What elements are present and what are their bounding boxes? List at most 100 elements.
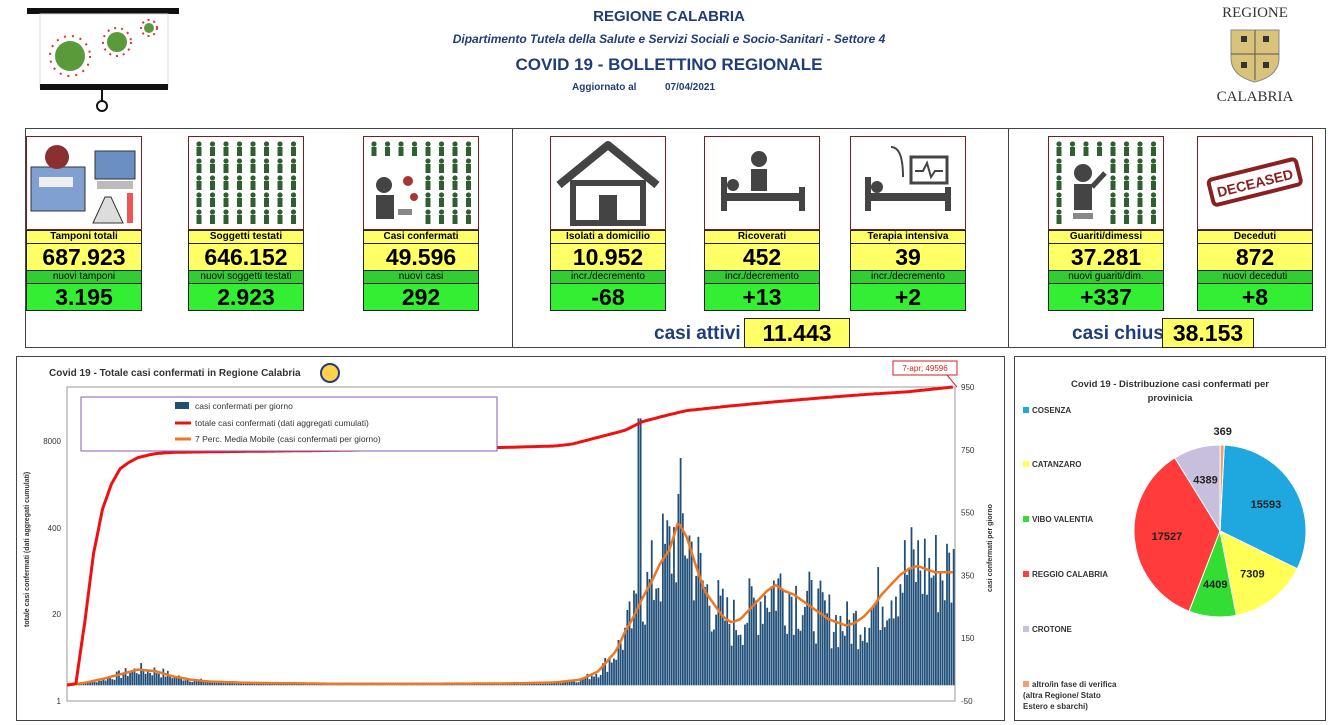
daily-bar — [866, 642, 868, 685]
daily-bar — [622, 650, 624, 686]
daily-bar — [567, 682, 569, 685]
daily-bar — [160, 677, 162, 685]
card-sub-value: +8 — [1197, 284, 1313, 311]
daily-bar — [695, 576, 697, 685]
daily-bar — [773, 581, 775, 686]
daily-bar — [722, 589, 724, 686]
person-figure — [466, 215, 471, 224]
person-figure — [210, 209, 215, 214]
person-figure — [452, 175, 457, 180]
person-figure — [237, 164, 242, 173]
person-figure — [1070, 141, 1075, 146]
daily-bar — [111, 679, 113, 685]
daily-bar — [757, 635, 759, 685]
card-sub-value: -68 — [550, 284, 666, 311]
person-figure — [196, 158, 201, 163]
pie-legend-swatch — [1023, 516, 1029, 522]
card-guariti: Guariti/dimessi 37.281 nuovi guariti/dim… — [1048, 136, 1164, 311]
card-sub-label: nuovi casi — [363, 271, 479, 284]
daily-bar — [100, 681, 102, 685]
daily-bar — [791, 597, 793, 686]
daily-bar — [822, 592, 824, 685]
person-figure — [466, 181, 471, 190]
daily-bar — [749, 578, 751, 685]
daily-bar — [624, 628, 626, 686]
daily-bar — [824, 600, 826, 685]
person-figure — [210, 175, 215, 180]
person-figure — [452, 141, 457, 146]
pie-legend-label: CATANZARO — [1032, 460, 1081, 469]
card-label: Tamponi totali — [26, 230, 142, 244]
card-label: Casi confermati — [363, 230, 479, 244]
person-figure — [197, 215, 202, 224]
person-figure — [425, 158, 430, 163]
pie-legend-swatch — [1023, 407, 1029, 413]
daily-bar — [711, 631, 713, 685]
person-figure — [1110, 192, 1115, 197]
daily-bar — [888, 618, 890, 685]
person-figure — [453, 181, 458, 190]
person-figure — [237, 141, 242, 146]
person-figure — [1111, 215, 1116, 224]
daily-bar — [686, 559, 688, 686]
left-tick-label: 8000 — [43, 437, 61, 446]
person-figure — [1137, 209, 1142, 214]
person-figure — [1056, 175, 1061, 180]
person-figure — [278, 198, 283, 207]
card-sub-label: incr./decremento — [850, 271, 966, 284]
card-ricoverati: Ricoverati 452 incr./decremento +13 — [704, 136, 820, 311]
active-cases-value: 11.443 — [744, 318, 850, 348]
daily-bar — [860, 635, 862, 686]
person-head — [1074, 164, 1092, 182]
person-figure — [196, 175, 201, 180]
person-figure — [223, 209, 228, 214]
house-icon — [551, 137, 665, 229]
daily-bar — [953, 549, 955, 685]
card-value: 39 — [850, 244, 966, 271]
person-figure — [439, 198, 444, 207]
person-figure — [439, 215, 444, 224]
person-figure — [264, 209, 269, 214]
icu-bed-icon — [851, 137, 965, 229]
person-figure — [439, 192, 444, 197]
card-tamponi: Tamponi totali 687.923 nuovi tamponi 3.1… — [26, 136, 142, 311]
daily-bar — [868, 628, 870, 685]
daily-bar — [724, 620, 726, 685]
person-figure — [1137, 192, 1142, 197]
legend-entry: totale casi confermati (dati aggregati c… — [195, 418, 369, 428]
daily-bar — [717, 580, 719, 685]
pie-legend-label: CROTONE — [1032, 625, 1073, 634]
daily-bar — [842, 631, 844, 685]
daily-bar — [176, 678, 178, 686]
daily-bar — [136, 673, 138, 685]
daily-bar — [831, 648, 833, 685]
person-figure — [1137, 175, 1142, 180]
person-figure — [210, 198, 215, 207]
pie-legend-label: altro/in fase di verifica — [1032, 680, 1117, 689]
card-label: Ricoverati — [704, 230, 820, 244]
daily-bar — [633, 590, 635, 685]
person-figure — [1151, 164, 1156, 173]
person-figure — [250, 192, 255, 197]
daily-bar — [740, 635, 742, 686]
daily-bar — [151, 675, 153, 685]
right-tick-label: 150 — [961, 634, 975, 643]
daily-bar — [125, 668, 127, 685]
daily-bar — [138, 674, 140, 685]
daily-bar — [771, 586, 773, 685]
person-figure — [251, 181, 256, 190]
daily-bar — [729, 624, 731, 685]
right-tick-label: 350 — [961, 571, 975, 580]
person-figure — [1056, 209, 1061, 214]
daily-bar — [162, 669, 164, 686]
person-figure — [426, 147, 431, 156]
daily-bar — [660, 601, 662, 685]
person-figure — [1138, 181, 1143, 190]
person-figure — [224, 147, 229, 156]
person-figure — [1138, 215, 1143, 224]
person-figure — [1110, 175, 1115, 180]
person-figure — [223, 175, 228, 180]
person-figure — [1124, 198, 1129, 207]
person-figure — [425, 192, 430, 197]
daily-bar — [649, 579, 651, 685]
